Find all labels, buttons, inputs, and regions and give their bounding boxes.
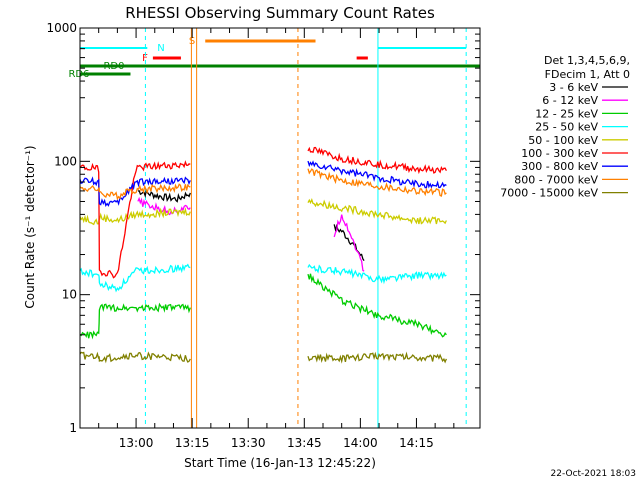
x-tick-label: 13:45 <box>287 436 322 450</box>
series-line <box>307 198 447 225</box>
flag-label: RD6 <box>68 69 89 80</box>
flag-label: F <box>142 53 148 64</box>
legend-label: 100 - 300 keV <box>521 147 598 160</box>
event-markers <box>79 28 467 428</box>
x-tick-label: 14:00 <box>343 436 378 450</box>
flag-label: S <box>189 36 195 47</box>
series-line <box>307 160 447 189</box>
series-line <box>307 273 447 338</box>
chart-title: RHESSI Observing Summary Count Rates <box>125 4 435 22</box>
flag-bars: NF S RD0 RD6 <box>68 36 480 80</box>
y-tick-label: 100 <box>54 154 77 168</box>
flag-label: N <box>157 43 164 54</box>
series-line <box>79 160 191 279</box>
legend-label: 50 - 100 keV <box>528 134 598 147</box>
series-line <box>79 207 191 226</box>
x-tick-label: 13:00 <box>119 436 154 450</box>
series-line <box>307 263 447 285</box>
flag-label: RD0 <box>103 61 124 72</box>
series-line <box>307 168 447 197</box>
series-line <box>79 176 191 208</box>
x-axis-label: Start Time (16-Jan-13 12:45:22) <box>184 456 376 470</box>
legend: Det 1,3,4,5,6,9,FDecim 1, Att 03 - 6 keV… <box>500 54 630 200</box>
legend-label: 12 - 25 keV <box>535 107 598 120</box>
legend-label: 6 - 12 keV <box>542 94 598 107</box>
series-line <box>307 146 447 175</box>
y-tick-label: 1000 <box>46 21 77 35</box>
legend-label: 3 - 6 keV <box>549 81 598 94</box>
legend-label: 800 - 7000 keV <box>514 173 598 186</box>
series-line <box>79 302 191 340</box>
x-tick-label: 13:30 <box>231 436 266 450</box>
series-line <box>79 263 191 293</box>
legend-label: 7000 - 15000 keV <box>500 187 598 200</box>
y-tick-label: 10 <box>62 288 77 302</box>
legend-header: Det 1,3,4,5,6,9, <box>544 54 630 67</box>
plot-frame <box>79 27 481 429</box>
timestamp-label: 22-Oct-2021 18:03 <box>551 469 636 479</box>
y-tick-label: 1 <box>69 421 77 435</box>
legend-label: 25 - 50 keV <box>535 121 598 134</box>
y-axis-label: Count Rate (s⁻¹ detector⁻¹) <box>23 145 37 308</box>
x-axis-ticks: 13:00 13:15 13:30 13:45 14:00 14:15 <box>98 28 455 450</box>
y-axis-ticks: 1 10 100 1000 <box>46 21 480 435</box>
legend-header: FDecim 1, Att 0 <box>545 68 630 81</box>
x-tick-label: 13:15 <box>175 436 210 450</box>
series-line <box>79 183 191 201</box>
series-line <box>137 196 191 216</box>
series-line <box>307 351 447 364</box>
x-tick-label: 14:15 <box>399 436 434 450</box>
series-line <box>333 214 365 272</box>
series-line <box>79 351 191 364</box>
legend-label: 300 - 800 keV <box>521 160 598 173</box>
series-lines <box>79 146 447 364</box>
